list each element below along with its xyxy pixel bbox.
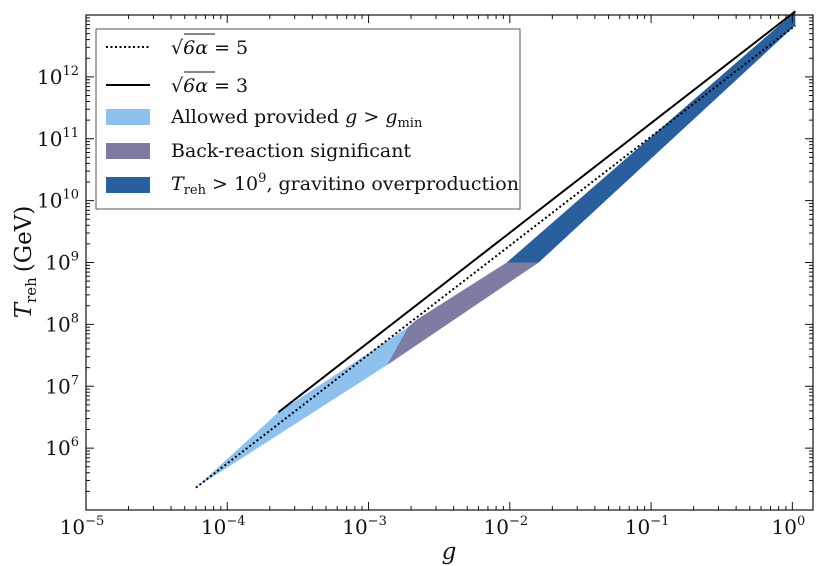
y-tick-label: 1012: [37, 64, 79, 89]
y-tick-label: 107: [45, 373, 79, 398]
x-tick-label: 10−2: [484, 514, 529, 539]
y-axis-label: Treh(GeV): [11, 206, 40, 319]
legend-label-backreaction: Back-reaction significant: [171, 140, 411, 162]
legend-label-sqrt3: √6α = 3: [171, 75, 248, 97]
y-axis: 106 107 108 109 1010 1011 1012: [37, 17, 813, 492]
y-tick-label: 106: [45, 435, 79, 460]
x-tick-label: 10−1: [625, 514, 670, 539]
line-layer: [195, 10, 796, 489]
x-tick-label: 10−5: [60, 514, 105, 539]
legend-label-allowed: Allowed provided g > gmin: [170, 106, 423, 131]
legend: √6α = 5 √6α = 3 Allowed provided g > gmi…: [95, 28, 521, 210]
x-tick-label: 100: [771, 514, 805, 539]
x-tick-label: 10−3: [342, 514, 387, 539]
legend-key-gravitino: [106, 177, 150, 193]
x-tick-label: 10−4: [201, 514, 246, 539]
y-tick-label: 109: [45, 250, 79, 275]
legend-frame: [95, 28, 521, 210]
legend-key-allowed: [106, 109, 150, 125]
x-axis: 10−5 10−4 10−3 10−2 10−1 100: [60, 15, 805, 539]
legend-label-sqrt5: √6α = 5: [171, 37, 248, 59]
area-allowed-provided-g-g-min: [195, 327, 408, 488]
y-tick-label: 1011: [37, 126, 79, 151]
area-layer: [195, 11, 796, 488]
y-tick-label: 1010: [37, 188, 79, 213]
legend-key-backreaction: [106, 143, 150, 159]
line-sqrt6alpha-3: [277, 10, 796, 414]
area-t-reh-10-9-gravitino-overproduction: [506, 11, 796, 263]
area-back-reaction-significant: [387, 262, 539, 366]
x-axis-label: g: [442, 539, 457, 565]
y-tick-label: 108: [45, 311, 79, 336]
line-sqrt6alpha-5: [195, 24, 796, 489]
legend-label-gravitino: Treh > 109, gravitino overproduction: [171, 171, 519, 198]
